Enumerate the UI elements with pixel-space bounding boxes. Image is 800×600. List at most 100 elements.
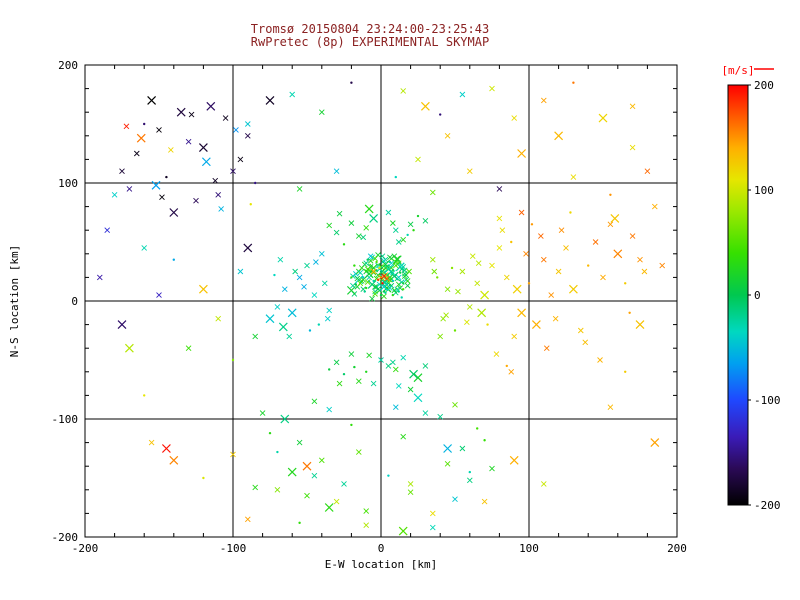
data-point-x: [398, 262, 405, 269]
data-point-x: [123, 123, 130, 130]
data-point-x: [651, 203, 658, 210]
data-point-dot: [402, 282, 405, 285]
data-point-x: [555, 268, 562, 275]
data-point-dot: [202, 476, 205, 480]
data-point-dot: [505, 364, 508, 368]
data-point-dot: [624, 370, 627, 373]
data-point-x: [397, 285, 404, 291]
y-tick-label: 0: [71, 295, 78, 308]
data-point-x: [324, 503, 334, 512]
data-point-x: [366, 352, 372, 359]
data-point-x: [518, 209, 525, 216]
data-point-x: [151, 180, 161, 190]
colorbar-units-label: [m/s]: [721, 64, 754, 77]
data-point-dot: [387, 264, 390, 267]
data-point-x: [292, 268, 298, 275]
data-point-x: [363, 522, 370, 529]
data-point-x: [540, 481, 547, 487]
data-point-x: [443, 444, 453, 453]
data-point-x: [437, 333, 444, 340]
data-point-x: [489, 262, 495, 269]
x-tick-label: 200: [667, 542, 687, 555]
data-point-x: [286, 333, 293, 340]
colorbar-gradient: [727, 84, 749, 506]
data-point-dot: [468, 470, 471, 474]
data-point-x: [475, 260, 482, 267]
data-point-x: [400, 236, 407, 243]
data-point-x: [324, 315, 331, 322]
chart-title: Tromsø 20150804 23:24:00-23:25:43: [251, 22, 489, 36]
data-point-x: [96, 274, 103, 281]
data-point-x: [193, 197, 199, 204]
data-point-x: [104, 227, 111, 234]
data-point-x: [296, 186, 303, 192]
data-point-x: [629, 233, 636, 239]
data-point-x: [147, 95, 157, 105]
data-point-x: [597, 357, 603, 363]
data-point-x: [641, 268, 648, 275]
data-point-x: [367, 253, 374, 259]
y-axis-label: N-S location [km]: [8, 245, 21, 358]
data-point-dot: [510, 240, 513, 244]
data-point-dot: [530, 223, 534, 226]
data-point-dot: [372, 279, 375, 283]
data-point-x: [388, 268, 395, 275]
data-point-x: [169, 208, 179, 217]
data-point-x: [459, 445, 466, 452]
data-point-x: [360, 276, 367, 283]
data-point-dot: [376, 278, 380, 281]
data-point-x: [333, 229, 340, 236]
data-point-x: [391, 287, 398, 294]
data-point-x: [563, 245, 569, 251]
data-point-x: [364, 269, 374, 279]
data-point-x: [400, 88, 407, 94]
data-point-dot: [412, 229, 415, 232]
data-point-dot: [328, 368, 331, 371]
data-point-x: [156, 292, 162, 298]
x-tick-label: 100: [519, 542, 539, 555]
data-point-x: [385, 363, 392, 369]
data-point-dot: [400, 296, 403, 299]
data-point-x: [355, 449, 362, 455]
data-point-dot: [453, 329, 457, 332]
data-point-dot: [165, 175, 168, 179]
data-point-x: [252, 333, 259, 340]
data-point-x: [407, 386, 414, 393]
data-point-x: [503, 274, 510, 281]
y-tick-label: -200: [52, 531, 79, 544]
data-point-x: [355, 378, 362, 385]
data-point-x: [607, 221, 614, 228]
data-point-x: [644, 168, 651, 175]
data-point-x: [415, 156, 421, 163]
data-point-x: [169, 455, 179, 465]
data-point-x: [278, 322, 288, 332]
data-point-x: [311, 398, 318, 405]
data-point-x: [176, 107, 186, 117]
y-tick-label: 100: [58, 177, 78, 190]
data-point-x: [392, 366, 399, 373]
data-point-x: [431, 268, 438, 275]
data-point-x: [159, 194, 165, 200]
data-point-dot: [231, 358, 235, 362]
data-point-x: [429, 256, 436, 263]
data-point-dot: [450, 266, 454, 270]
data-point-dot: [363, 290, 366, 293]
data-point-dot: [483, 439, 486, 442]
data-point-x: [311, 292, 318, 298]
data-point-x: [364, 266, 371, 272]
data-point-x: [517, 149, 527, 158]
data-point-x: [301, 284, 307, 290]
data-point-dot: [342, 243, 346, 246]
data-point-dot: [399, 271, 402, 274]
data-point-x: [378, 274, 384, 281]
data-point-x: [459, 91, 466, 98]
data-point-x: [367, 258, 374, 264]
data-point-dot: [394, 175, 397, 179]
data-point-x: [466, 168, 473, 175]
data-point-x: [296, 274, 303, 281]
data-point-x: [392, 255, 402, 265]
data-point-x: [429, 189, 436, 196]
data-point-dot: [350, 276, 353, 279]
data-point-dot: [569, 211, 572, 214]
data-point-x: [592, 239, 599, 245]
